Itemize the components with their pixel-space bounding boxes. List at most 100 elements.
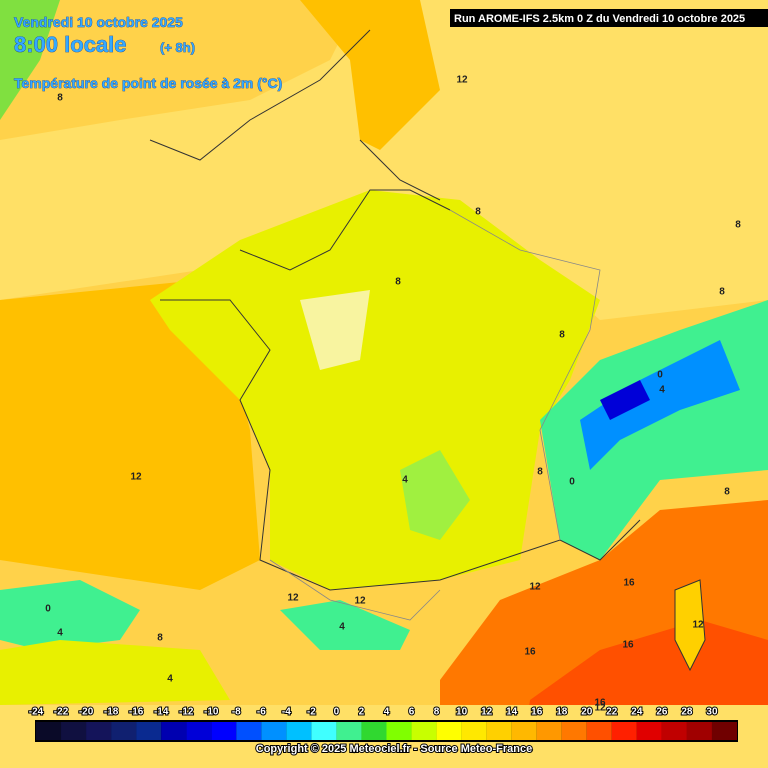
legend-label: 18 <box>556 707 568 718</box>
legend-swatch <box>686 722 712 740</box>
legend-label: 30 <box>706 707 718 718</box>
contour-label: 12 <box>130 472 142 483</box>
legend-swatch <box>111 722 137 740</box>
legend-label: 6 <box>409 707 415 718</box>
contour-label: 12 <box>594 703 606 714</box>
legend: -24 -22 -20 -18 -16 -14 -12 -10 -8 -6 -4 -2 0 2 4 6 8 10 1… <box>28 706 738 742</box>
legend-swatch <box>711 722 737 740</box>
legend-swatch <box>436 722 462 740</box>
contour-label: 8 <box>719 287 725 298</box>
contour-label: 4 <box>339 622 345 633</box>
contour-label: 8 <box>475 207 481 218</box>
legend-swatch <box>561 722 587 740</box>
legend-swatch <box>461 722 487 740</box>
coastline <box>160 189 641 591</box>
contour-label: 8 <box>157 633 163 644</box>
legend-label: 2 <box>359 707 365 718</box>
legend-label: 12 <box>481 707 493 718</box>
lead-time: (+ 8h) <box>160 40 195 55</box>
alps-cold-field <box>580 340 740 470</box>
pyrenees-field <box>280 600 410 650</box>
legend-swatch <box>211 722 237 740</box>
contour-label: 16 <box>622 640 634 651</box>
legend-swatch <box>511 722 537 740</box>
contour-label: 8 <box>537 467 543 478</box>
france-dry-field <box>300 290 370 370</box>
legend-label: -24 <box>29 707 44 718</box>
contour-label: 0 <box>45 604 51 615</box>
contour-label: 12 <box>287 593 299 604</box>
contour-label: 4 <box>402 475 408 486</box>
spain-field <box>0 640 230 705</box>
legend-swatch <box>336 722 362 740</box>
legend-swatch <box>136 722 162 740</box>
contour-label: 16 <box>623 578 635 589</box>
legend-label: 10 <box>456 707 468 718</box>
legend-label: -16 <box>129 707 144 718</box>
legend-swatch <box>186 722 212 740</box>
legend-label: 14 <box>506 707 518 718</box>
legend-label: 0 <box>334 707 340 718</box>
legend-label: -4 <box>282 707 291 718</box>
time: 8:00 locale <box>14 32 127 57</box>
legend-swatch <box>261 722 287 740</box>
legend-label: -14 <box>154 707 169 718</box>
contour-label: 12 <box>354 596 366 607</box>
legend-label: -22 <box>54 707 69 718</box>
contour-label: 0 <box>657 370 663 381</box>
corsica <box>674 579 706 672</box>
legend-swatch <box>586 722 612 740</box>
legend-label: 16 <box>531 707 543 718</box>
legend-swatch <box>361 722 387 740</box>
legend-label: -8 <box>232 707 241 718</box>
legend-label: 8 <box>434 707 440 718</box>
contour-label: 8 <box>735 220 741 231</box>
atlantic-field <box>0 280 260 590</box>
legend-swatch <box>161 722 187 740</box>
contour-label: 16 <box>594 698 606 709</box>
contour-label: 4 <box>659 385 665 396</box>
legend-label: 22 <box>606 707 618 718</box>
contour-label: 8 <box>724 487 730 498</box>
contour-label: 12 <box>529 582 541 593</box>
legend-label: -18 <box>104 707 119 718</box>
legend-swatch <box>611 722 637 740</box>
contour-label: 12 <box>456 75 468 86</box>
massif-central-field <box>400 450 470 540</box>
legend-swatch <box>411 722 437 740</box>
france-field <box>150 190 600 590</box>
date: Vendredi 10 octobre 2025 <box>14 14 183 30</box>
legend-label: -10 <box>204 707 219 718</box>
legend-swatch <box>86 722 112 740</box>
contour-label: 0 <box>569 477 575 488</box>
legend-swatch <box>536 722 562 740</box>
north-field <box>0 0 768 320</box>
legend-swatch <box>286 722 312 740</box>
legend-label: 28 <box>681 707 693 718</box>
run-box <box>450 9 768 27</box>
borders <box>269 209 601 621</box>
contour-label: 12 <box>692 620 704 631</box>
legend-label: 4 <box>384 707 390 718</box>
contour-label: 4 <box>167 674 173 685</box>
coastline-north <box>149 29 441 201</box>
northwest-field <box>0 0 60 120</box>
contour-label: 8 <box>395 277 401 288</box>
legend-swatch <box>236 722 262 740</box>
legend-label: 26 <box>656 707 668 718</box>
alps-very-cold-field <box>600 380 650 420</box>
legend-label: 20 <box>581 707 593 718</box>
variable: Température de point de rosée à 2m (°C) <box>14 75 282 91</box>
legend-swatch <box>486 722 512 740</box>
run-info: Run AROME-IFS 2.5km 0 Z du Vendredi 10 o… <box>454 13 745 25</box>
legend-swatch <box>386 722 412 740</box>
contour-label: 8 <box>559 330 565 341</box>
legend-swatch <box>61 722 87 740</box>
legend-label: -12 <box>179 707 194 718</box>
legend-swatch <box>661 722 687 740</box>
north-sea-field <box>300 0 440 150</box>
legend-label: -20 <box>79 707 94 718</box>
contour-label: 16 <box>524 647 536 658</box>
